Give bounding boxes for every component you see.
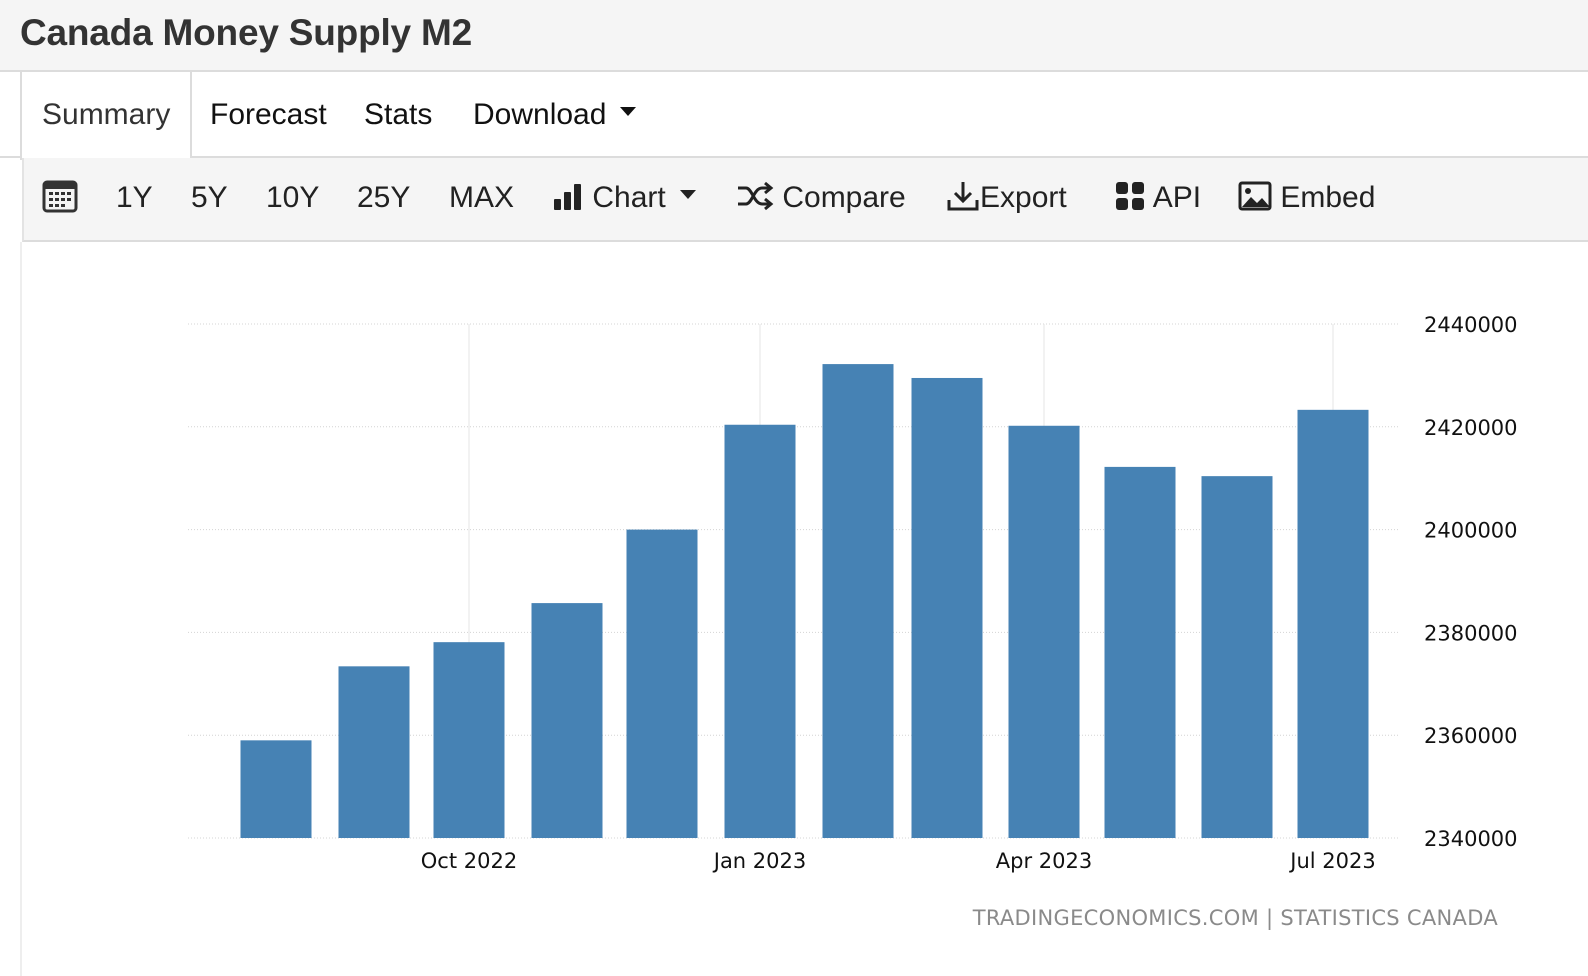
x-tick-label: Jul 2023	[1288, 849, 1375, 873]
bar-oct-2022[interactable]	[433, 642, 505, 838]
embed-label: Embed	[1280, 181, 1376, 214]
range-10y-button[interactable]: 10Y	[266, 181, 320, 214]
x-tick-label: Apr 2023	[996, 849, 1092, 873]
caret-down-icon	[679, 189, 696, 199]
range-1y-button[interactable]: 1Y	[116, 181, 153, 214]
bar-may-2023[interactable]	[1104, 466, 1176, 838]
bar-dec-2022[interactable]	[626, 529, 698, 838]
grid-icon	[1116, 182, 1144, 211]
page-title: Canada Money Supply M2	[20, 12, 473, 53]
bar-nov-2022[interactable]	[531, 603, 603, 838]
y-tick-label: 2440000	[1424, 313, 1518, 337]
bar-apr-2023[interactable]	[1008, 425, 1080, 838]
range-max-button[interactable]: MAX	[449, 181, 515, 214]
api-label: API	[1152, 181, 1202, 214]
embed-button[interactable]: Embed	[1238, 158, 1375, 240]
range-25y-button[interactable]: 25Y	[357, 181, 411, 214]
x-tick-label: Oct 2022	[421, 849, 517, 873]
bar-jun-2023[interactable]	[1201, 476, 1273, 838]
calendar-icon	[42, 180, 78, 213]
bar-aug-2022[interactable]	[240, 740, 312, 838]
tab-summary[interactable]: Summary	[20, 72, 193, 160]
y-tick-label: 2360000	[1424, 724, 1518, 748]
y-tick-label: 2420000	[1424, 416, 1518, 440]
compare-button[interactable]: Compare	[736, 158, 906, 240]
y-tick-label: 2340000	[1424, 827, 1518, 851]
shuffle-icon	[738, 181, 774, 211]
tab-forecast[interactable]: Forecast	[210, 98, 327, 131]
x-tick-label: Jan 2023	[712, 849, 807, 873]
compare-label: Compare	[782, 181, 906, 214]
export-label: Export	[980, 181, 1067, 214]
y-tick-label: 2400000	[1424, 519, 1518, 543]
export-button[interactable]: Export	[946, 158, 1067, 240]
money-supply-chart: 2340000 2360000 2380000 2400000 2420000 24400…	[188, 313, 1518, 873]
range-5y-button[interactable]: 5Y	[191, 181, 228, 214]
calendar-button[interactable]	[42, 158, 78, 240]
api-button[interactable]: API	[1114, 158, 1201, 240]
download-icon	[947, 182, 979, 211]
chart-type-button[interactable]: Chart	[552, 158, 696, 240]
content-divider	[20, 242, 22, 976]
chart-toolbar: 1Y 5Y 10Y 25Y MAX Chart Compare Export	[22, 158, 1588, 242]
tab-stats[interactable]: Stats	[364, 98, 433, 131]
bar-jan-2023[interactable]	[724, 424, 796, 838]
caret-down-icon	[620, 106, 637, 116]
bar-feb-2023[interactable]	[822, 364, 894, 838]
source-credit: TRADINGECONOMICS.COM | STATISTICS CANADA	[972, 906, 1498, 930]
bar-jul-2023[interactable]	[1297, 409, 1369, 838]
bar-sep-2022[interactable]	[338, 666, 410, 838]
tab-download[interactable]: Download	[473, 72, 637, 158]
tab-bar: Summary Forecast Stats Download	[0, 72, 1588, 160]
y-tick-label: 2380000	[1424, 621, 1518, 645]
image-icon	[1238, 181, 1272, 211]
chart-type-label: Chart	[592, 181, 666, 214]
bar-chart-icon	[554, 184, 581, 211]
title-bar: Canada Money Supply M2	[0, 0, 1588, 72]
bar-mar-2023[interactable]	[911, 377, 983, 838]
tab-download-label: Download	[473, 98, 607, 131]
